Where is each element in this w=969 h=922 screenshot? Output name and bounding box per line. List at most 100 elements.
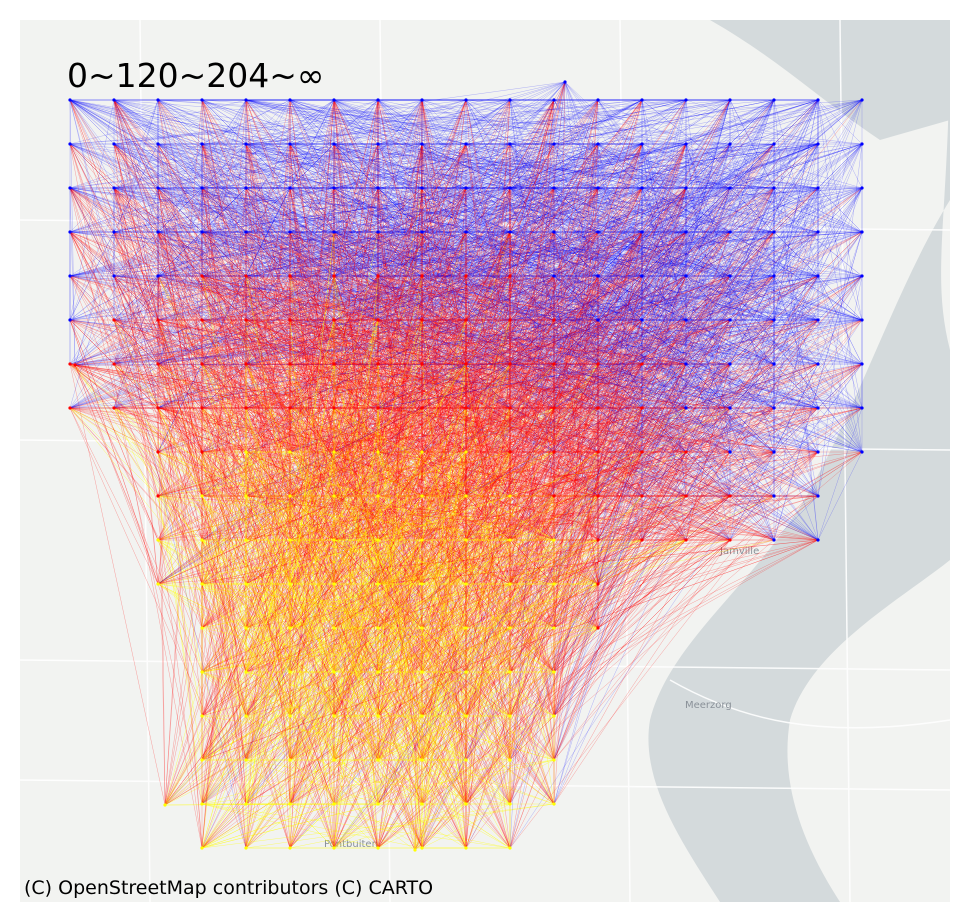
od-edge (201, 143, 775, 541)
od-edge (509, 143, 731, 189)
od-edge (377, 187, 775, 629)
od-edge (113, 99, 819, 321)
od-edge (817, 99, 863, 453)
od-edge (377, 231, 863, 409)
od-edge (465, 143, 731, 365)
od-edge (113, 143, 247, 277)
od-edge (69, 187, 819, 453)
od-edge (685, 143, 819, 497)
od-edge (553, 143, 731, 453)
od-edge (465, 231, 775, 453)
od-edge (509, 81, 566, 277)
od-edge (245, 231, 643, 409)
od-edge (245, 319, 731, 365)
od-edge (641, 143, 731, 541)
od-edge (553, 99, 819, 497)
od-edge (245, 99, 599, 233)
od-edge (164, 671, 379, 806)
od-edge (245, 187, 863, 321)
od-edge (509, 143, 643, 321)
od-edge (113, 231, 203, 453)
od-edge (553, 99, 599, 189)
od-edge (201, 99, 291, 145)
od-edge (685, 363, 819, 497)
od-edge (69, 187, 731, 321)
od-edge (113, 275, 416, 851)
od-edge (245, 143, 335, 277)
od-edge (773, 275, 819, 409)
od-edge (817, 231, 863, 365)
od-edge (289, 99, 467, 321)
od-edge (289, 275, 511, 453)
od-edge (113, 99, 775, 233)
od-edge (289, 143, 775, 409)
od-edge (553, 319, 599, 365)
od-edge (333, 99, 555, 277)
od-edge (685, 143, 819, 321)
od-edge (201, 231, 335, 277)
od-edge (201, 275, 863, 321)
od-edge (113, 81, 566, 233)
od-edge (333, 99, 731, 145)
od-edge (69, 99, 731, 233)
od-edge (597, 99, 731, 233)
od-edge (509, 81, 566, 585)
od-edge (377, 187, 511, 497)
od-edge (157, 231, 247, 453)
od-edge (597, 363, 731, 497)
od-edge (465, 99, 687, 277)
od-edge (597, 99, 819, 277)
od-edge (157, 319, 819, 409)
od-edge (69, 231, 819, 321)
od-edge (773, 99, 863, 321)
od-edge (74, 275, 643, 366)
od-edge (69, 187, 159, 321)
od-edge (164, 187, 687, 806)
od-edge (509, 231, 775, 453)
od-edge (201, 231, 863, 409)
map-canvas[interactable]: Meerzorg Pontbuiten Jamville (20, 20, 950, 902)
od-edge (245, 143, 423, 277)
od-edge (113, 319, 599, 409)
od-edge (685, 187, 775, 321)
od-edge (597, 99, 731, 277)
od-edge (113, 231, 731, 541)
od-edge (597, 143, 775, 277)
od-edge (377, 143, 423, 453)
od-edge (289, 99, 687, 673)
od-edge (465, 363, 775, 409)
od-edge (509, 99, 555, 541)
od-edge (377, 451, 819, 849)
od-edge (201, 231, 731, 453)
od-edge (553, 539, 687, 673)
od-edge (289, 99, 467, 145)
od-edge (465, 143, 819, 365)
od-edge (69, 143, 819, 409)
od-edge (421, 231, 775, 453)
od-edge (113, 187, 599, 277)
od-edge (597, 319, 643, 453)
od-edge (69, 99, 819, 365)
od-edge (421, 275, 643, 409)
od-edge (553, 275, 775, 409)
od-edge (564, 81, 863, 453)
od-edge (245, 275, 599, 409)
od-edge (597, 143, 643, 453)
od-edge (74, 99, 379, 366)
od-edge (245, 99, 731, 145)
od-edge (597, 187, 687, 585)
od-edge (564, 81, 687, 409)
od-edge (377, 187, 467, 321)
od-edge (685, 407, 775, 453)
od-edge (69, 231, 643, 277)
od-edge (113, 187, 863, 365)
od-edge (509, 99, 863, 321)
od-edge (465, 187, 775, 541)
od-edge (553, 319, 687, 409)
place-label-pontbuiten: Pontbuiten (324, 839, 378, 850)
od-edge (157, 99, 819, 497)
od-edge (817, 275, 863, 365)
od-edge (509, 231, 731, 277)
od-edge (553, 143, 731, 805)
od-edge (597, 99, 731, 541)
